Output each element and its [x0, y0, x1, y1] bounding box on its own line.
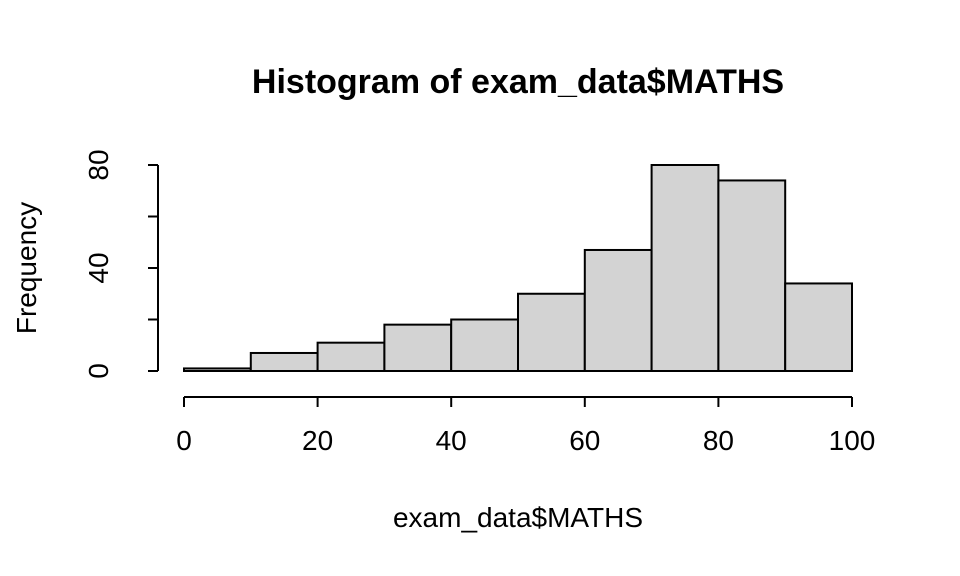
bars-group	[183, 164, 854, 373]
histogram-bar-7	[650, 164, 720, 372]
x-axis-label: exam_data$MATHS	[393, 502, 643, 533]
histogram-bar-2	[316, 341, 386, 372]
histogram-bar-9	[784, 282, 854, 373]
histogram-bar-6	[583, 248, 653, 373]
x-tick-label-100: 100	[829, 425, 876, 456]
y-tick-label-80: 80	[83, 149, 114, 180]
histogram-bar-5	[517, 292, 586, 372]
x-tick-label-80: 80	[703, 425, 734, 456]
histogram-bar-1	[249, 351, 319, 373]
histogram-bar-8	[717, 179, 787, 372]
x-axis: 0 20 40 60 80 100	[176, 396, 876, 456]
y-axis-label: Frequency	[11, 202, 42, 334]
x-tick-label-0: 0	[176, 425, 192, 456]
x-tick-label-20: 20	[302, 425, 333, 456]
y-tick-label-0: 0	[83, 363, 114, 379]
y-axis: 0 40 80	[83, 149, 159, 379]
y-tick-label-40: 40	[83, 252, 114, 283]
histogram-bar-3	[383, 323, 453, 372]
x-tick-label-60: 60	[569, 425, 600, 456]
histogram-bar-4	[450, 318, 520, 372]
histogram-bar-0	[183, 367, 252, 372]
x-tick-label-40: 40	[436, 425, 467, 456]
chart-title: Histogram of exam_data$MATHS	[252, 63, 784, 101]
